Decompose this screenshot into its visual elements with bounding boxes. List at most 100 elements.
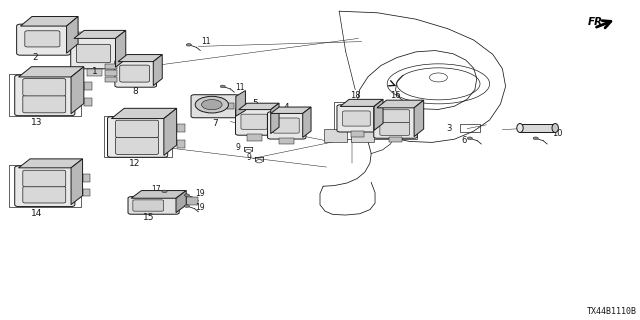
- Text: 3: 3: [447, 124, 452, 133]
- FancyBboxPatch shape: [70, 37, 119, 69]
- Circle shape: [202, 100, 222, 110]
- FancyBboxPatch shape: [108, 117, 168, 157]
- Circle shape: [162, 190, 167, 193]
- Bar: [9, 165, 81, 207]
- Bar: [279, 138, 294, 145]
- FancyBboxPatch shape: [25, 31, 60, 47]
- Polygon shape: [131, 190, 186, 198]
- Text: 5: 5: [252, 99, 257, 108]
- Bar: [227, 103, 234, 109]
- Polygon shape: [118, 54, 163, 61]
- FancyBboxPatch shape: [76, 44, 111, 63]
- Bar: [78, 32, 86, 37]
- FancyBboxPatch shape: [23, 96, 66, 113]
- FancyBboxPatch shape: [115, 60, 156, 87]
- Text: 11: 11: [201, 37, 211, 46]
- Bar: [247, 134, 262, 140]
- Text: 19: 19: [195, 204, 205, 212]
- Text: 12: 12: [129, 159, 140, 168]
- Bar: [83, 189, 90, 196]
- Bar: [87, 69, 102, 76]
- Bar: [83, 174, 90, 182]
- Bar: [460, 124, 480, 132]
- FancyBboxPatch shape: [337, 105, 378, 132]
- Bar: [351, 129, 374, 142]
- FancyBboxPatch shape: [23, 170, 66, 187]
- Bar: [105, 63, 116, 69]
- Bar: [9, 74, 81, 116]
- Bar: [78, 43, 86, 48]
- Polygon shape: [303, 107, 311, 138]
- Bar: [105, 70, 116, 76]
- Bar: [324, 129, 347, 142]
- Text: 11: 11: [235, 83, 244, 92]
- FancyBboxPatch shape: [273, 118, 300, 133]
- Text: 4: 4: [284, 103, 289, 112]
- Polygon shape: [377, 100, 424, 108]
- FancyBboxPatch shape: [120, 65, 150, 82]
- Text: 9: 9: [236, 143, 241, 152]
- Circle shape: [184, 205, 189, 207]
- Polygon shape: [340, 99, 383, 106]
- Bar: [177, 124, 185, 132]
- Polygon shape: [164, 108, 177, 156]
- Text: TX44B1110B: TX44B1110B: [587, 307, 637, 316]
- Ellipse shape: [517, 124, 524, 132]
- Text: 10: 10: [552, 129, 562, 138]
- Text: 14: 14: [31, 209, 43, 218]
- Text: 19: 19: [195, 189, 205, 198]
- Bar: [520, 124, 556, 132]
- FancyBboxPatch shape: [23, 187, 66, 203]
- Polygon shape: [19, 67, 84, 77]
- Polygon shape: [20, 16, 78, 26]
- Circle shape: [186, 44, 191, 46]
- Text: 1: 1: [92, 67, 97, 76]
- Polygon shape: [271, 103, 279, 134]
- FancyBboxPatch shape: [236, 108, 274, 135]
- Ellipse shape: [552, 124, 559, 132]
- Polygon shape: [74, 30, 125, 38]
- Polygon shape: [271, 107, 311, 113]
- Text: 9: 9: [246, 153, 252, 162]
- FancyBboxPatch shape: [15, 75, 75, 116]
- FancyBboxPatch shape: [241, 114, 268, 129]
- FancyBboxPatch shape: [380, 123, 410, 135]
- FancyBboxPatch shape: [342, 111, 370, 126]
- Bar: [351, 131, 364, 137]
- Text: 18: 18: [350, 91, 360, 100]
- Text: 17: 17: [152, 185, 161, 194]
- FancyBboxPatch shape: [268, 112, 306, 139]
- Bar: [84, 98, 92, 106]
- Polygon shape: [414, 100, 424, 137]
- FancyBboxPatch shape: [128, 196, 179, 214]
- Circle shape: [195, 96, 228, 113]
- FancyBboxPatch shape: [15, 166, 75, 207]
- Polygon shape: [71, 159, 83, 205]
- Circle shape: [533, 137, 538, 140]
- FancyBboxPatch shape: [17, 24, 70, 55]
- Text: 15: 15: [143, 213, 154, 222]
- FancyBboxPatch shape: [23, 79, 66, 96]
- Polygon shape: [71, 67, 84, 114]
- Bar: [105, 77, 116, 82]
- Bar: [186, 197, 198, 205]
- Polygon shape: [19, 159, 83, 168]
- Text: 2: 2: [33, 53, 38, 62]
- FancyBboxPatch shape: [116, 137, 159, 155]
- FancyBboxPatch shape: [116, 120, 159, 138]
- Circle shape: [467, 137, 472, 140]
- Bar: [84, 82, 92, 91]
- FancyBboxPatch shape: [191, 95, 239, 118]
- Polygon shape: [111, 108, 177, 118]
- Circle shape: [220, 85, 225, 88]
- Text: 16: 16: [390, 91, 401, 100]
- Polygon shape: [239, 103, 279, 109]
- Bar: [104, 116, 172, 157]
- Polygon shape: [67, 16, 78, 53]
- Polygon shape: [115, 30, 125, 67]
- Bar: [389, 137, 402, 142]
- Text: FR.: FR.: [588, 17, 607, 27]
- Text: 13: 13: [31, 118, 43, 127]
- Text: 7: 7: [212, 119, 218, 128]
- Polygon shape: [176, 190, 186, 213]
